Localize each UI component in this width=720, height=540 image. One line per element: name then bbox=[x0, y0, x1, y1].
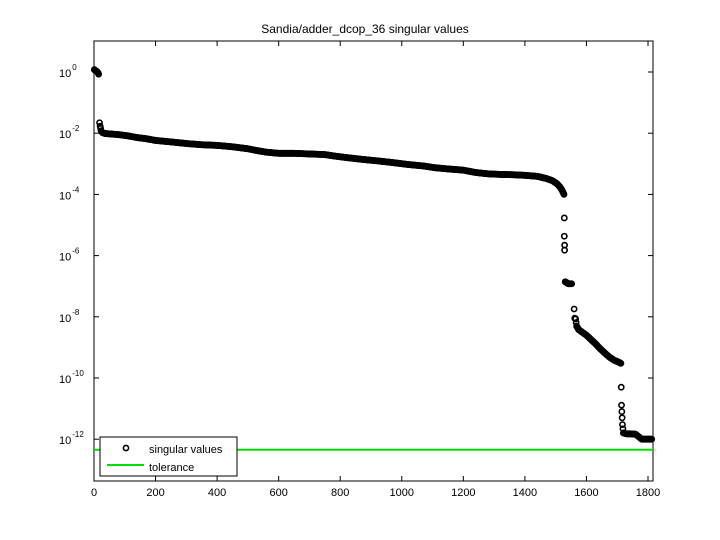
x-tick-label: 1400 bbox=[513, 487, 537, 499]
x-tick-label: 1600 bbox=[574, 487, 598, 499]
plot-area bbox=[90, 40, 656, 482]
data-point bbox=[618, 408, 626, 415]
x-tick-label: 800 bbox=[331, 487, 349, 499]
chart-title: Sandia/adder_dcop_36 singular values bbox=[261, 22, 469, 36]
x-tick-label: 1200 bbox=[451, 487, 475, 499]
x-tick-label: 400 bbox=[208, 487, 226, 499]
data-point bbox=[618, 414, 626, 422]
data-point bbox=[617, 360, 625, 367]
y-axis: 100 10-2 10-4 10-6 10-8 10-10 10-12 bbox=[59, 63, 653, 447]
x-tick-label: 600 bbox=[269, 487, 287, 499]
x-tick-label: 200 bbox=[146, 487, 164, 499]
data-point bbox=[572, 315, 580, 323]
x-axis: 0 200 400 600 800 1000 1200 1400 1600 1800 bbox=[91, 41, 660, 499]
y-tick-label: 10-12 bbox=[59, 430, 84, 447]
plot-frame bbox=[93, 40, 654, 482]
legend-box bbox=[99, 436, 238, 477]
legend: singular values tolerance bbox=[99, 436, 238, 477]
legend-label-tolerance: tolerance bbox=[149, 462, 194, 474]
data-point bbox=[570, 305, 578, 313]
y-tick-label: 100 bbox=[59, 63, 77, 80]
data-point bbox=[617, 383, 625, 391]
data-point bbox=[561, 246, 568, 254]
y-tick-label: 10-4 bbox=[59, 185, 80, 202]
data-point bbox=[560, 214, 568, 222]
legend-marker-circle-icon bbox=[122, 444, 130, 452]
data-point bbox=[619, 421, 626, 429]
y-tick-label: 10-8 bbox=[59, 308, 80, 325]
x-tick-label: 1800 bbox=[636, 487, 660, 499]
x-tick-label: 1000 bbox=[390, 487, 414, 499]
data-point bbox=[568, 280, 576, 288]
singular-value-markers bbox=[90, 66, 656, 443]
data-point bbox=[560, 190, 568, 198]
y-tick-label: 10-6 bbox=[59, 247, 80, 264]
data-point bbox=[560, 232, 568, 240]
legend-label-singular-values: singular values bbox=[149, 444, 223, 456]
data-point bbox=[618, 401, 625, 409]
x-tick-label: 0 bbox=[91, 487, 97, 499]
y-tick-label: 10-2 bbox=[59, 124, 80, 141]
y-tick-label: 10-10 bbox=[59, 369, 84, 386]
